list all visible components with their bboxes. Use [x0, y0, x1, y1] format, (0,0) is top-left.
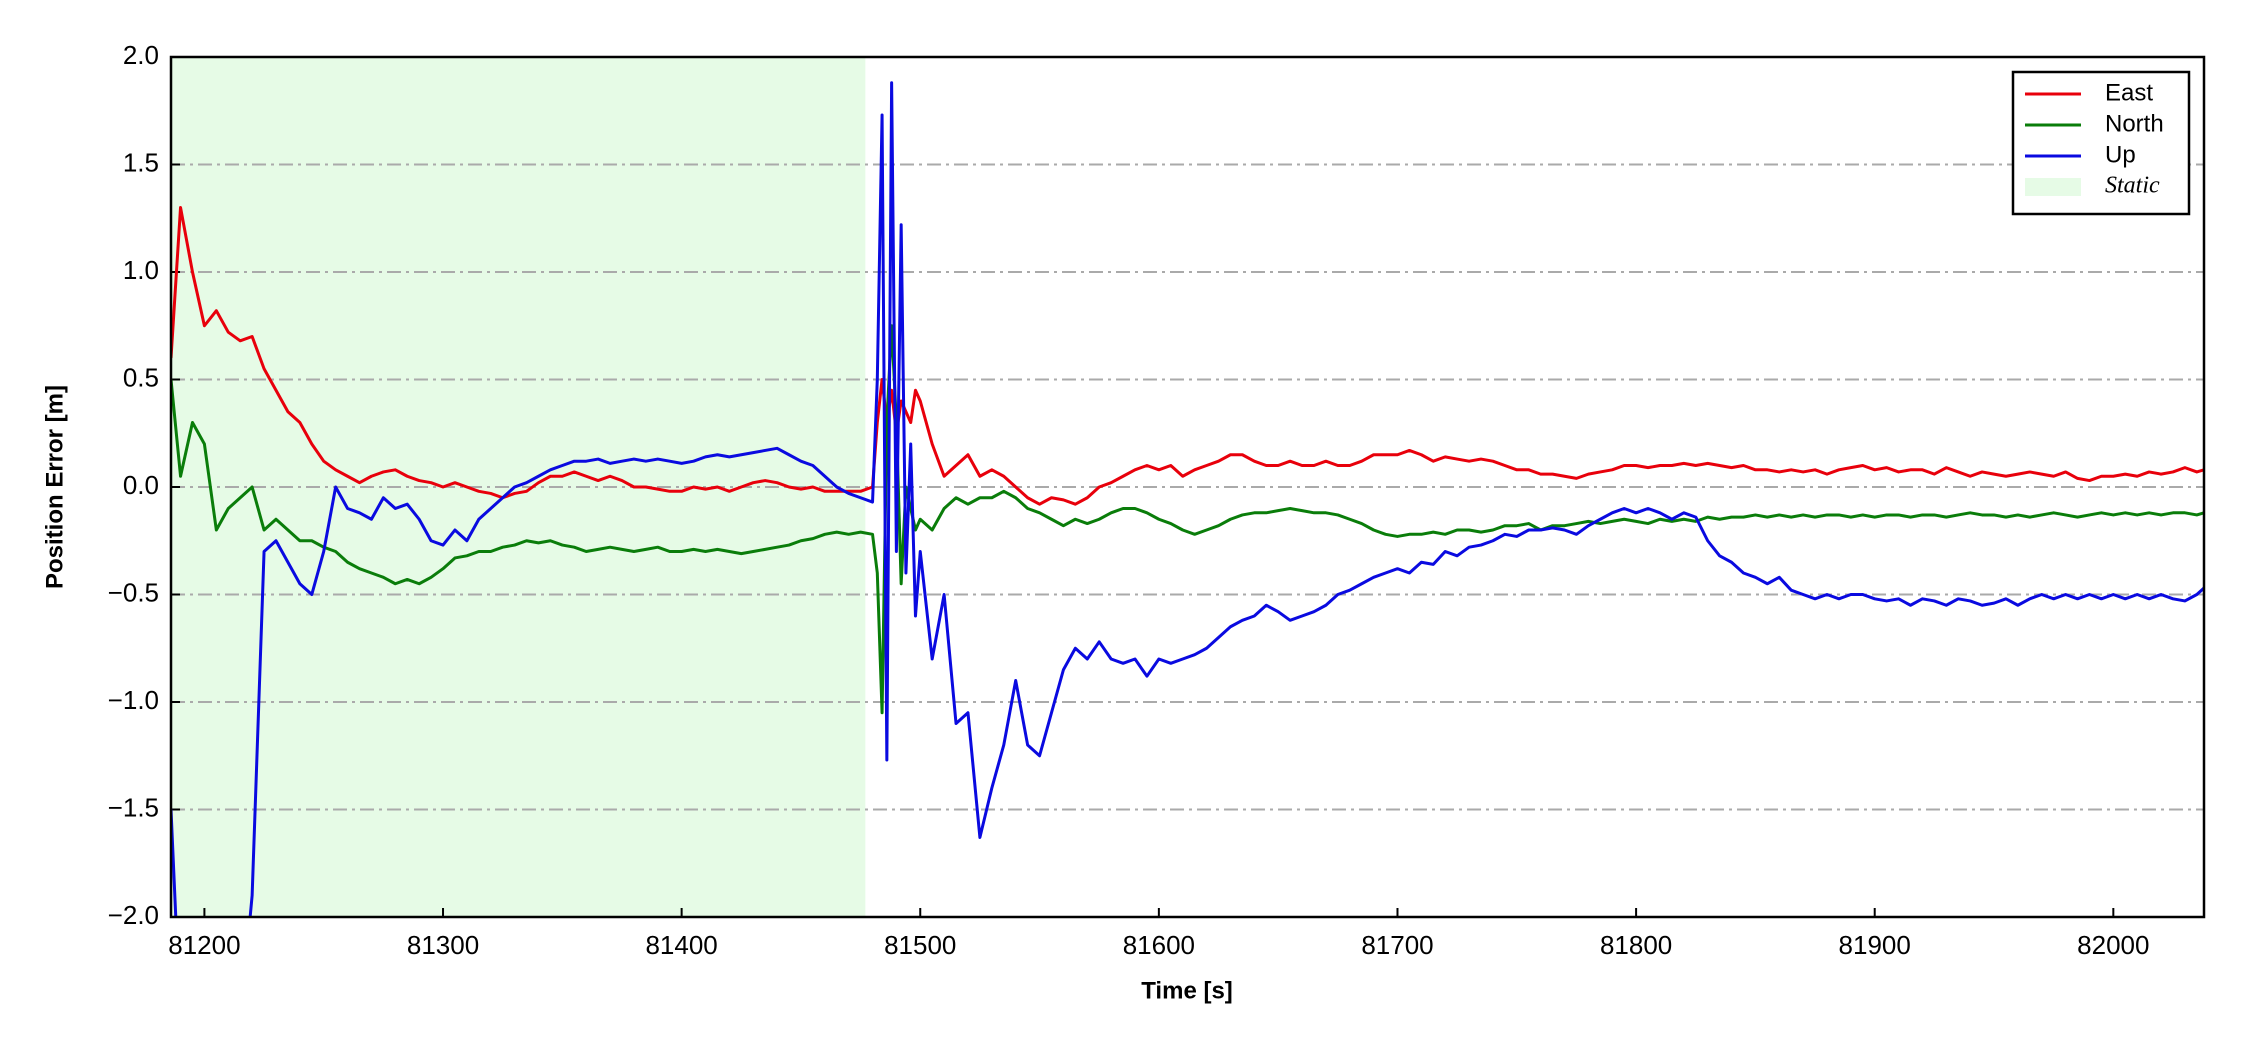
x-tick-label: 81200: [168, 930, 240, 960]
y-tick-label: 0.0: [123, 470, 159, 500]
x-tick-label: 81500: [884, 930, 956, 960]
series-line: [171, 81, 2204, 917]
x-tick-label: 82000: [2077, 930, 2149, 960]
y-tick-label: −2.0: [108, 900, 159, 930]
series-line: [171, 324, 2204, 715]
legend: East North Up Static: [2011, 70, 2191, 216]
legend-label: Static: [2105, 173, 2160, 199]
legend-label: East: [2105, 79, 2153, 106]
x-tick-label: 81400: [645, 930, 717, 960]
x-axis-label: Time [s]: [1141, 977, 1233, 1004]
x-tick-label: 81600: [1123, 930, 1195, 960]
plot-frame: [169, 55, 2206, 919]
y-tick-label: −1.0: [108, 685, 159, 715]
y-tick-label: −0.5: [108, 577, 159, 607]
y-tick-label: 1.5: [123, 147, 159, 177]
x-tick-label: 81900: [1839, 930, 1911, 960]
y-axis-label: Position Error [m]: [41, 385, 68, 589]
plot-area: [171, 81, 2204, 917]
x-tick-label: 81800: [1600, 930, 1672, 960]
y-tick-label: 1.0: [123, 255, 159, 285]
y-tick-label: 2.0: [123, 40, 159, 70]
legend-label: Up: [2105, 141, 2136, 168]
legend-swatch: [2025, 178, 2081, 196]
y-tick-label: −1.5: [108, 792, 159, 822]
legend-label: North: [2105, 110, 2164, 137]
x-tick-label: 81300: [407, 930, 479, 960]
series-line: [171, 206, 2204, 506]
x-tick-label: 81700: [1361, 930, 1433, 960]
y-tick-label: 0.5: [123, 362, 159, 392]
